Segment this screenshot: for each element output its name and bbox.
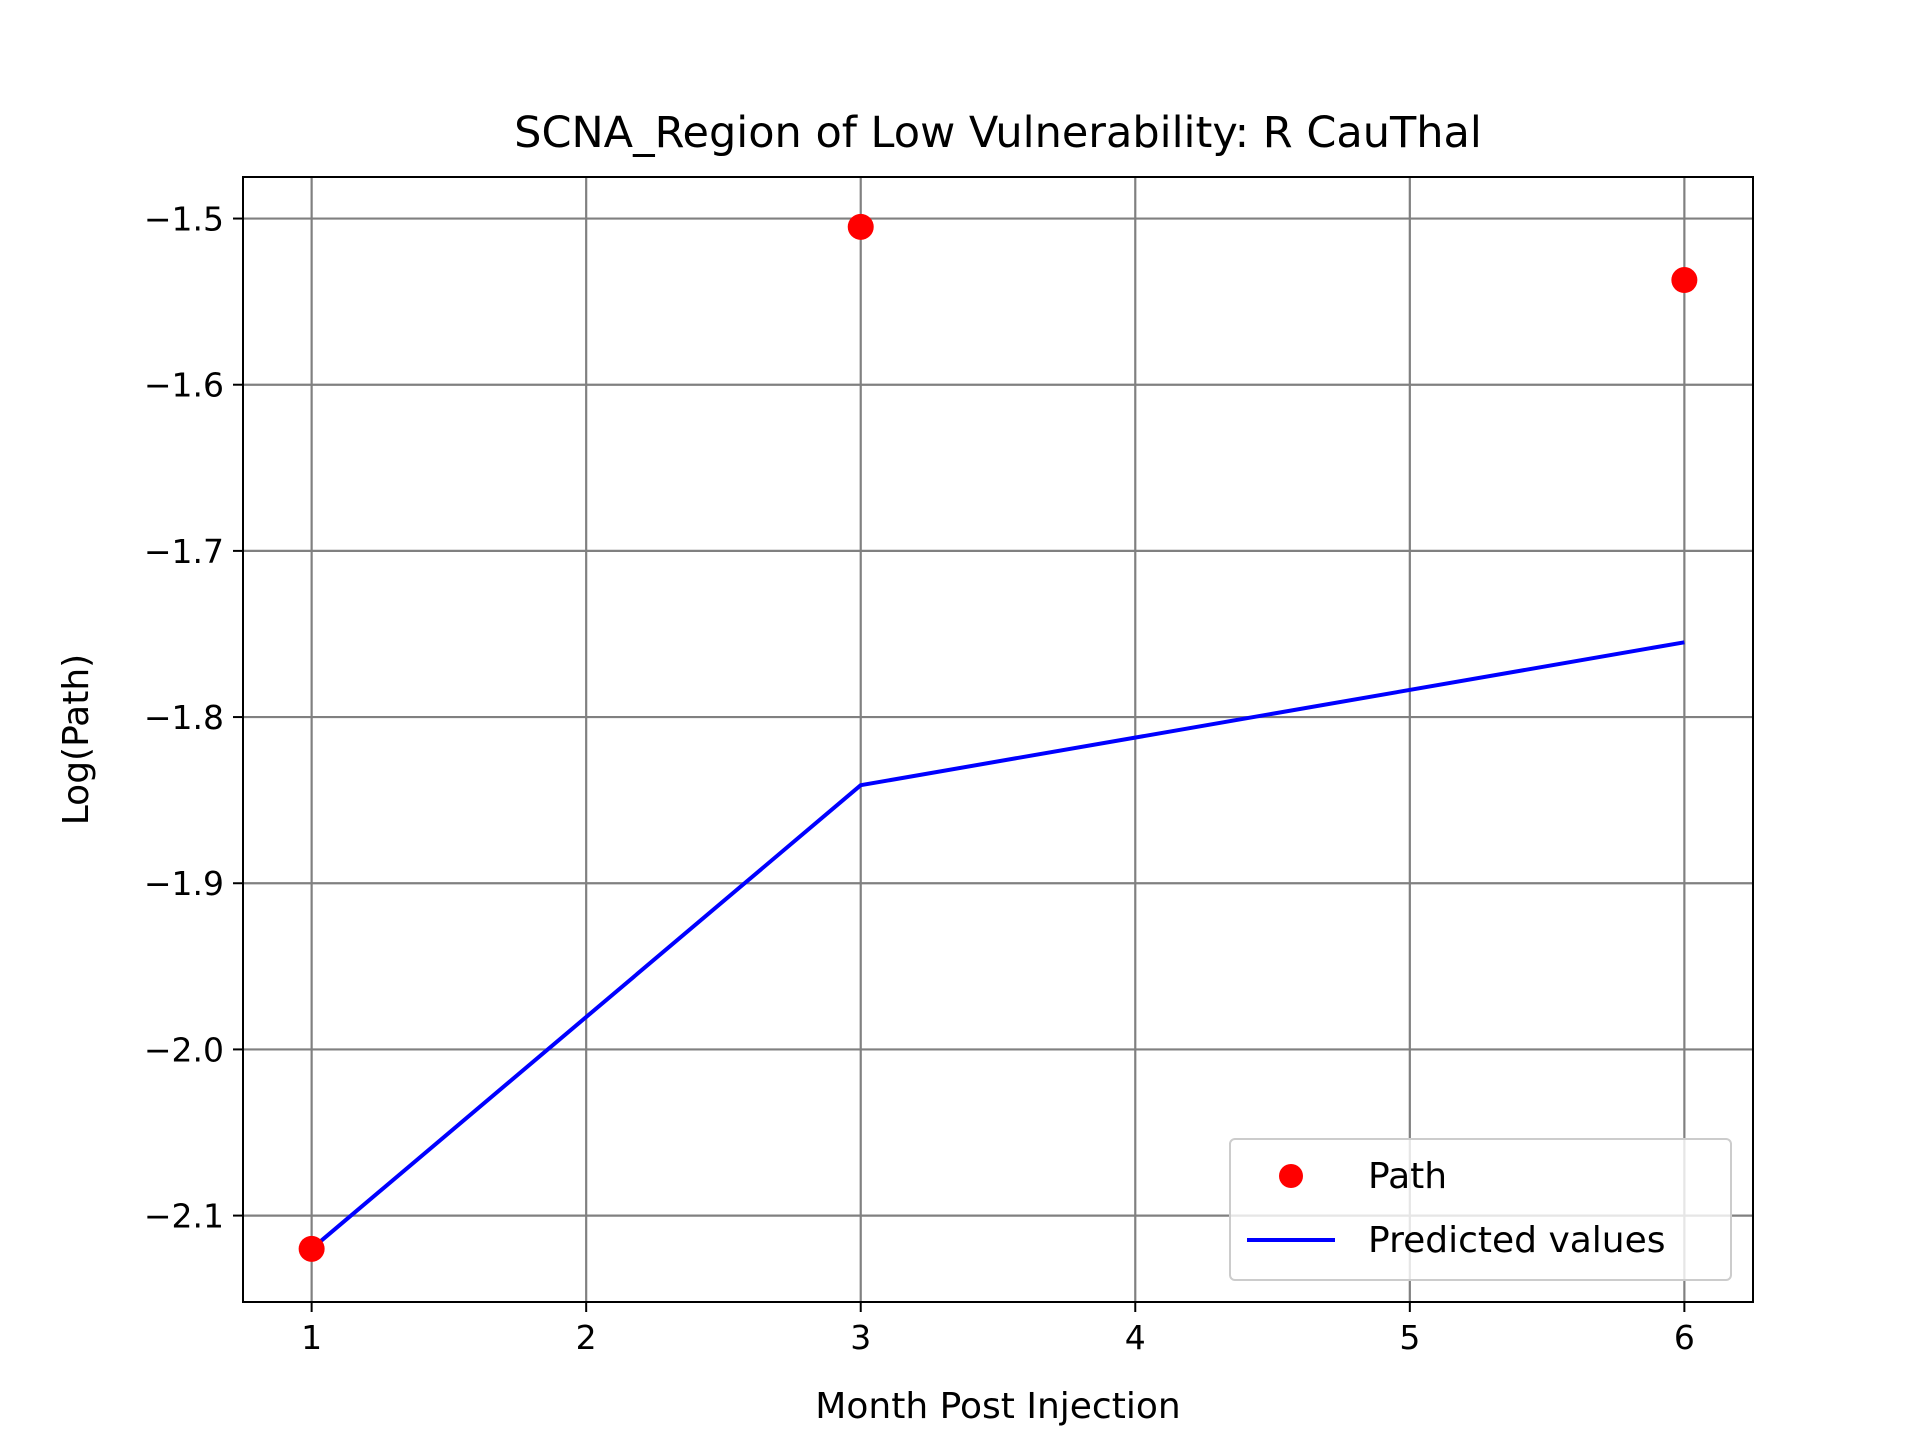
data-point-path: [847, 213, 874, 240]
legend-marker-path: [1279, 1164, 1303, 1188]
series-line-predicted-values: [310, 640, 1685, 1251]
series-layer: [298, 213, 1698, 1262]
y-axis-label: Log(Path): [56, 654, 97, 825]
grid: [243, 177, 1753, 1302]
data-point-path: [298, 1235, 325, 1262]
plot-frame: [242, 176, 1754, 1303]
x-axis-label: Month Post Injection: [815, 1386, 1180, 1427]
y-tick-label: −2.1: [144, 1197, 224, 1236]
y-tick-label: −1.5: [144, 200, 224, 239]
y-tick-label: −1.7: [144, 532, 224, 571]
x-tick-label: 6: [1674, 1318, 1695, 1357]
legend-box: [1229, 1138, 1732, 1281]
y-tick-label: −1.9: [144, 864, 224, 903]
x-tick-label: 4: [1125, 1318, 1146, 1357]
x-tick-label: 3: [850, 1318, 871, 1357]
chart-title: SCNA_Region of Low Vulnerability: R CauT…: [514, 108, 1482, 158]
x-tick-label: 1: [301, 1318, 322, 1357]
legend-label-path: Path: [1368, 1156, 1447, 1197]
legend: Path Predicted values: [1229, 1138, 1732, 1281]
ticks: 1 2 3 4 5 6 −2.1 −2.0 −1.9 −1.8 −1.7 −1.6 −1.5: [144, 200, 1695, 1357]
y-tick-label: −1.8: [144, 698, 224, 737]
x-tick-label: 2: [576, 1318, 597, 1357]
y-tick-label: −1.6: [144, 366, 224, 405]
data-point-path: [1671, 267, 1698, 294]
legend-label-predicted: Predicted values: [1368, 1220, 1666, 1261]
y-tick-label: −2.0: [144, 1030, 224, 1069]
x-tick-label: 5: [1399, 1318, 1420, 1357]
